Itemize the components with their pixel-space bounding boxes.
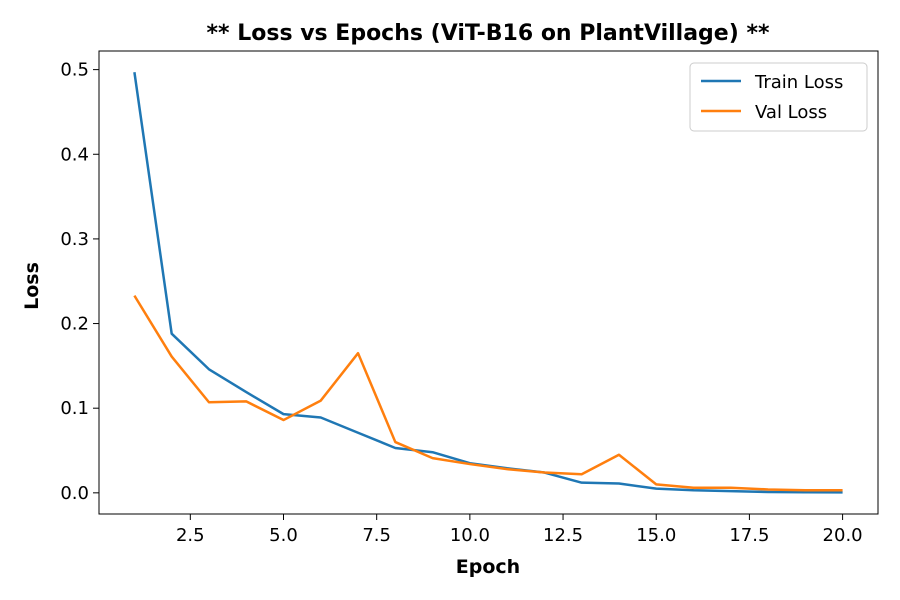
x-axis: 2.5 5.0 7.5 10.0 12.5 15.0 17.5 20.0 (176, 514, 863, 546)
y-tick-label: 0.1 (60, 398, 89, 419)
x-tick-label: 10.0 (450, 525, 490, 546)
y-tick-label: 0.3 (60, 229, 89, 250)
legend-label-val-loss: Val Loss (755, 102, 827, 123)
chart-title: ** Loss vs Epochs (ViT-B16 on PlantVilla… (207, 21, 770, 46)
series-lines (133, 71, 843, 494)
x-tick-label: 2.5 (176, 525, 205, 546)
y-tick-label: 0.0 (60, 483, 89, 504)
x-tick-label: 20.0 (823, 525, 863, 546)
y-tick-label: 0.5 (60, 60, 89, 81)
y-axis-label: Loss (21, 262, 43, 310)
y-tick-label: 0.4 (60, 144, 89, 165)
x-tick-label: 5.0 (269, 525, 298, 546)
x-tick-label: 12.5 (543, 525, 583, 546)
x-tick-label: 17.5 (729, 525, 769, 546)
y-tick-label: 0.2 (60, 314, 89, 335)
x-axis-label: Epoch (456, 556, 520, 578)
legend: Train Loss Val Loss (689, 62, 868, 132)
series-line-val-loss (133, 294, 843, 492)
x-tick-label: 15.0 (636, 525, 676, 546)
y-axis: 0.0 0.1 0.2 0.3 0.4 0.5 (60, 60, 99, 504)
legend-label-train-loss: Train Loss (754, 72, 843, 93)
x-tick-label: 7.5 (362, 525, 391, 546)
